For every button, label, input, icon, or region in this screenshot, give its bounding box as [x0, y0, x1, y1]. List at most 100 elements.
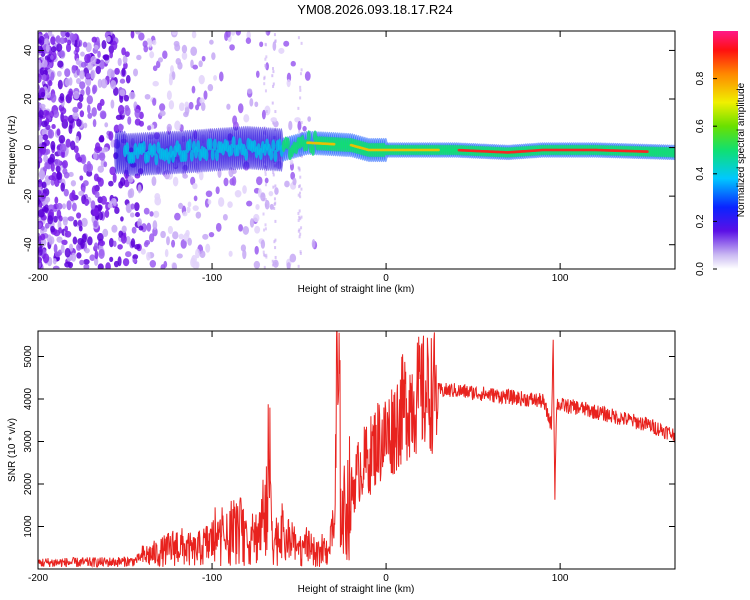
noise-blob	[160, 230, 166, 239]
noise-blob	[77, 219, 82, 227]
noise-blob	[133, 68, 139, 77]
noise-blob	[138, 32, 145, 41]
noise-blob	[147, 125, 152, 131]
noise-streak	[274, 246, 277, 250]
noise-blob	[50, 36, 56, 45]
noise-blob	[90, 55, 97, 65]
noise-blob	[90, 200, 96, 210]
noise-blob	[68, 90, 73, 97]
noise-blob	[117, 244, 123, 250]
noise-blob	[278, 47, 285, 54]
noise-blob	[120, 234, 127, 244]
noise-blob	[92, 207, 100, 217]
noise-blob	[57, 60, 64, 68]
noise-blob	[138, 225, 144, 231]
noise-blob	[87, 112, 93, 119]
noise-blob	[171, 71, 176, 81]
noise-blob	[114, 206, 120, 215]
spectrogram-y-ticks: -40 -20 0 20 40	[23, 44, 675, 252]
noise-blob	[215, 222, 222, 232]
noise-blob	[44, 148, 51, 155]
noise-streak	[274, 184, 277, 188]
noise-blob	[97, 78, 103, 88]
noise-blob	[264, 199, 270, 210]
noise-blob	[152, 97, 157, 106]
noise-blob	[154, 196, 162, 206]
noise-blob	[79, 259, 85, 266]
noise-blob	[101, 40, 107, 50]
noise-blob	[123, 62, 128, 70]
noise-streak	[264, 183, 267, 187]
noise-blob	[227, 201, 233, 209]
spectrogram-noise-blobs	[38, 31, 318, 269]
noise-blob	[40, 233, 46, 241]
noise-blob	[115, 114, 123, 120]
noise-blob	[87, 62, 93, 71]
noise-blob	[98, 152, 106, 161]
noise-blob	[190, 257, 196, 268]
noise-blob	[85, 72, 91, 79]
noise-blob	[125, 251, 132, 258]
noise-blob	[93, 256, 99, 267]
noise-blob	[50, 140, 56, 151]
noise-blob	[290, 171, 296, 180]
noise-blob	[78, 94, 84, 103]
noise-blob	[100, 78, 108, 89]
noise-blob	[202, 233, 209, 240]
noise-blob	[164, 249, 169, 258]
noise-blob	[93, 220, 98, 228]
noise-blob	[120, 177, 126, 187]
noise-blob	[302, 125, 307, 132]
colorbar-label: Normalized spectral amplitude	[736, 82, 747, 217]
noise-blob	[93, 151, 98, 160]
noise-streak	[300, 41, 303, 45]
noise-blob	[91, 107, 97, 117]
noise-streak	[300, 154, 303, 158]
noise-blob	[144, 240, 151, 246]
noise-blob	[134, 243, 141, 250]
noise-blob	[83, 198, 90, 206]
noise-blob	[54, 159, 61, 167]
noise-blob	[79, 175, 84, 181]
noise-blob	[53, 215, 58, 223]
noise-blob	[97, 263, 104, 269]
noise-blob	[144, 93, 151, 100]
noise-streak	[274, 262, 277, 266]
ridge-core	[196, 140, 201, 153]
noise-blob	[110, 69, 115, 78]
noise-blob	[42, 205, 47, 212]
noise-blob	[90, 69, 96, 80]
spectrogram-y-axis-label: Frequency (Hz)	[7, 116, 18, 185]
noise-blob	[121, 225, 127, 233]
snr-frame	[37, 330, 676, 570]
noise-blob	[203, 90, 208, 100]
noise-blob	[38, 199, 41, 205]
noise-blob	[284, 180, 290, 188]
noise-blob	[174, 212, 181, 221]
noise-blob	[264, 177, 269, 184]
ridge-core	[131, 151, 136, 164]
noise-blob	[172, 262, 178, 269]
noise-blob	[52, 110, 60, 119]
noise-blob	[68, 77, 73, 86]
noise-blob	[86, 104, 91, 114]
noise-blob	[71, 252, 77, 262]
noise-blob	[75, 152, 81, 161]
noise-blob	[211, 52, 216, 61]
noise-blob	[64, 150, 68, 157]
noise-blob	[163, 260, 168, 268]
y-tick-label: 5000	[23, 345, 34, 368]
noise-blob	[205, 243, 211, 253]
noise-blob	[73, 219, 78, 227]
noise-blob	[167, 225, 173, 235]
noise-blob	[171, 31, 178, 36]
noise-blob	[198, 60, 203, 68]
noise-blob	[93, 242, 99, 250]
noise-blob	[60, 182, 65, 192]
noise-blob	[112, 240, 117, 247]
ridge-core	[310, 143, 315, 156]
noise-streak	[265, 253, 268, 257]
noise-blob	[63, 188, 69, 197]
noise-blob	[78, 190, 85, 197]
